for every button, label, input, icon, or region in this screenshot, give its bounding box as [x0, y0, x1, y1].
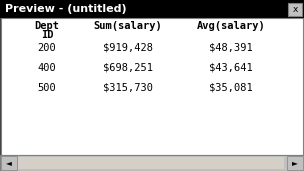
Text: $48,391: $48,391 — [209, 43, 253, 53]
Text: $919,428: $919,428 — [103, 43, 153, 53]
Text: Sum(salary): Sum(salary) — [93, 21, 162, 31]
Bar — [0, 155, 304, 171]
Text: x: x — [292, 4, 298, 14]
Text: $35,081: $35,081 — [209, 83, 253, 93]
Text: ID: ID — [41, 30, 54, 40]
Text: 500: 500 — [38, 83, 57, 93]
Text: Preview - (untitled): Preview - (untitled) — [5, 4, 127, 14]
Bar — [288, 3, 302, 16]
Text: $315,730: $315,730 — [103, 83, 153, 93]
Text: $43,641: $43,641 — [209, 63, 253, 73]
Bar — [0, 0, 304, 18]
Text: Dept: Dept — [35, 21, 60, 31]
Text: ◄: ◄ — [6, 159, 12, 168]
Text: ►: ► — [292, 159, 298, 168]
Bar — [1, 156, 17, 170]
Text: Avg(salary): Avg(salary) — [197, 21, 265, 31]
Bar — [18, 157, 284, 169]
Bar — [287, 156, 303, 170]
Text: 400: 400 — [38, 63, 57, 73]
Text: $698,251: $698,251 — [103, 63, 153, 73]
Text: 200: 200 — [38, 43, 57, 53]
Bar — [1, 18, 303, 155]
